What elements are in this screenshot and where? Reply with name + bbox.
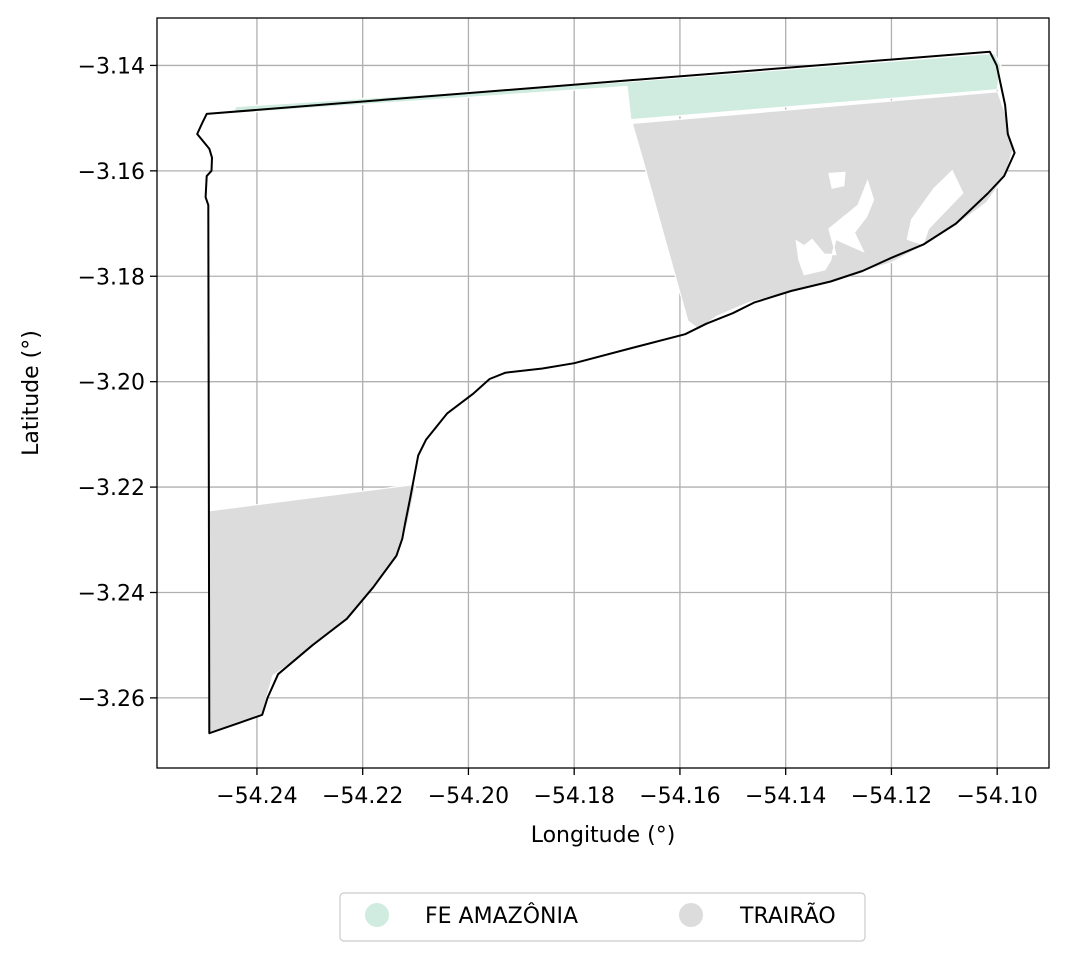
- x-tick-label: −54.10: [956, 784, 1037, 809]
- y-tick-label: −3.20: [78, 371, 145, 396]
- x-tick-label: −54.16: [639, 784, 720, 809]
- legend-label-fe-amazonia: FE AMAZÔNIA: [425, 903, 578, 929]
- y-tick-label: −3.14: [78, 54, 145, 79]
- x-tick-label: −54.24: [216, 784, 297, 809]
- legend-marker-trairao: [679, 903, 703, 927]
- y-tick-label: −3.26: [78, 687, 145, 712]
- x-tick-label: −54.18: [533, 784, 614, 809]
- boundary-outline: [196, 50, 1016, 735]
- y-tick-label: −3.22: [78, 476, 145, 501]
- x-axis-ticks: −54.24 −54.22 −54.20 −54.18 −54.16 −54.14 −54.…: [216, 768, 1038, 809]
- x-tick-label: −54.12: [851, 784, 932, 809]
- x-tick-label: −54.20: [428, 784, 509, 809]
- y-tick-label: −3.18: [78, 265, 145, 290]
- x-tick-label: −54.14: [745, 784, 826, 809]
- y-axis-label: Latitude (°): [19, 330, 44, 456]
- boundary-layer: [196, 50, 1016, 735]
- legend-frame: [339, 892, 866, 942]
- legend-label-trairao: TRAIRÃO: [739, 902, 836, 929]
- y-tick-label: −3.16: [78, 160, 145, 185]
- legend: FE AMAZÔNIA TRAIRÃO: [339, 892, 866, 942]
- y-axis-ticks: −3.14 −3.16 −3.18 −3.20 −3.22 −3.24 −3.26: [78, 54, 157, 712]
- map-area-trairao: [208, 91, 1014, 734]
- x-axis-label: Longitude (°): [531, 823, 676, 848]
- axes-frame: [156, 17, 1050, 769]
- x-tick-label: −54.22: [322, 784, 403, 809]
- y-tick-label: −3.24: [78, 581, 145, 606]
- legend-marker-fe-amazonia: [365, 903, 389, 927]
- plot-area: [156, 17, 1050, 769]
